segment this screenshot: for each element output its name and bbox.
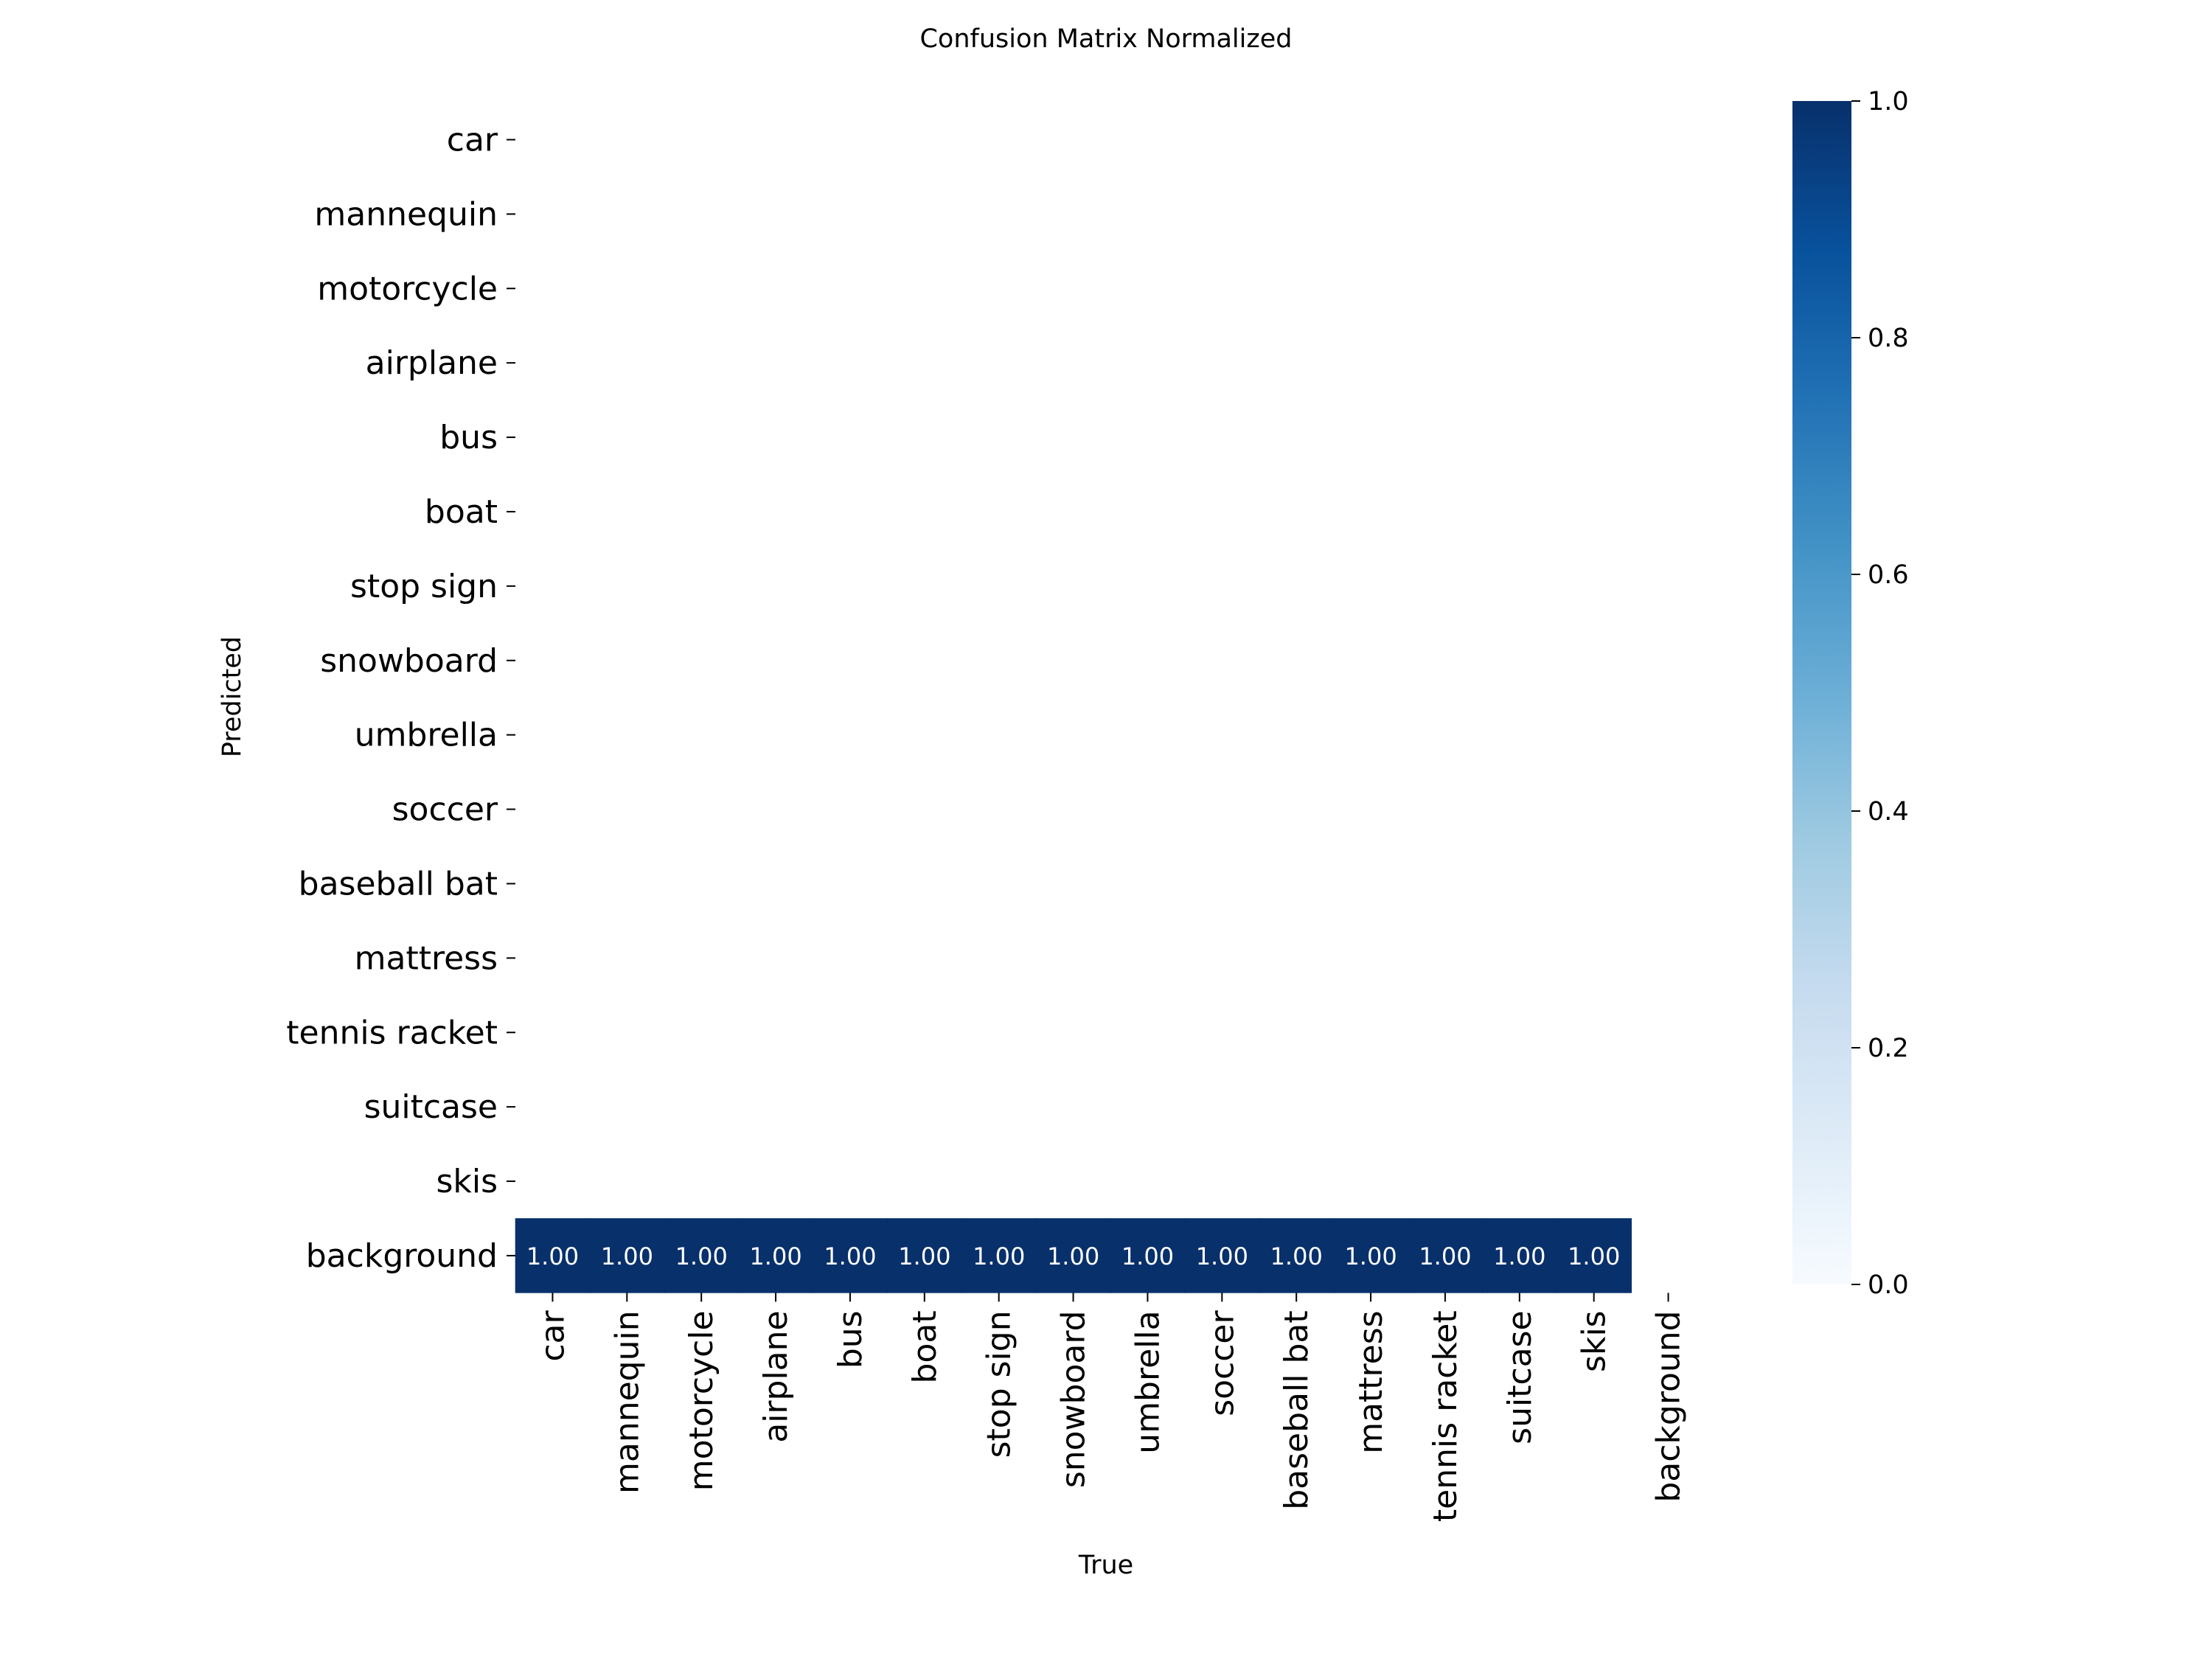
cell-value-label: 1.00	[1196, 1242, 1248, 1270]
y-tick-label: mattress	[355, 939, 498, 977]
cell-value-label: 1.00	[1270, 1242, 1323, 1270]
heatmap-cell	[1482, 1218, 1558, 1293]
heatmap-cell	[1333, 1218, 1409, 1293]
x-tick-label: background	[1650, 1310, 1688, 1502]
heatmap-cell	[813, 1218, 888, 1293]
cell-value-label: 1.00	[1344, 1242, 1397, 1270]
y-tick-label: skis	[436, 1163, 498, 1200]
cell-value-label: 1.00	[898, 1242, 950, 1270]
y-tick-label: motorcycle	[317, 270, 498, 307]
heatmap-cell	[1035, 1218, 1111, 1293]
y-tick-label: stop sign	[350, 568, 498, 605]
cell-value-label: 1.00	[1121, 1242, 1174, 1270]
chart-title: Confusion Matrix Normalized	[919, 24, 1292, 54]
cell-value-label: 1.00	[1493, 1242, 1545, 1270]
heatmap-cell	[738, 1218, 814, 1293]
x-tick-label: mattress	[1352, 1310, 1390, 1453]
colorbar-tick-label: 0.4	[1868, 797, 1909, 827]
heatmap-cell	[664, 1218, 740, 1293]
y-tick-label: snowboard	[320, 642, 498, 680]
colorbar-tick-label: 0.8	[1868, 324, 1909, 353]
x-axis: car mannequin motorcycle airplane bus boat sto…	[534, 1293, 1688, 1522]
y-axis: car mannequin motorcycle airplane bus boat sto…	[286, 121, 515, 1275]
y-tick-label: background	[306, 1237, 498, 1275]
y-axis-label: Predicted	[218, 636, 247, 757]
cell-value-label: 1.00	[526, 1242, 579, 1270]
cell-value-label: 1.00	[1419, 1242, 1471, 1270]
y-tick-label: boat	[425, 493, 498, 531]
heatmap-cell	[589, 1218, 665, 1293]
cell-value-label: 1.00	[1047, 1242, 1099, 1270]
x-tick-label: baseball bat	[1278, 1310, 1315, 1509]
cell-value-label: 1.00	[973, 1242, 1025, 1270]
heatmap-cells: 1.00 1.00 1.00 1.00 1.00 1.00 1.00 1.00 1.00 1.00…	[515, 1218, 1632, 1293]
heatmap-cell	[887, 1218, 963, 1293]
cell-value-label: 1.00	[601, 1242, 653, 1270]
x-tick-label: car	[534, 1310, 571, 1361]
x-tick-label: airplane	[757, 1310, 795, 1442]
y-tick-label: baseball bat	[299, 865, 498, 902]
x-tick-label: soccer	[1203, 1310, 1241, 1416]
y-tick-label: airplane	[366, 344, 498, 382]
heatmap-cell	[1556, 1218, 1632, 1293]
x-axis-label: True	[1078, 1551, 1133, 1580]
colorbar-tick-label: 1.0	[1868, 87, 1909, 116]
y-tick-label: mannequin	[314, 195, 498, 233]
heatmap-cell	[1408, 1218, 1484, 1293]
heatmap-cell	[961, 1218, 1037, 1293]
heatmap-cell	[515, 1218, 591, 1293]
x-tick-label: mannequin	[608, 1310, 646, 1494]
cell-value-label: 1.00	[824, 1242, 876, 1270]
x-tick-label: boat	[906, 1310, 944, 1383]
colorbar-tick-label: 0.2	[1868, 1034, 1909, 1063]
x-tick-label: suitcase	[1501, 1310, 1539, 1444]
x-tick-label: skis	[1576, 1310, 1613, 1372]
y-tick-label: car	[447, 121, 498, 159]
x-tick-label: umbrella	[1129, 1310, 1166, 1453]
y-tick-label: suitcase	[364, 1088, 498, 1126]
colorbar: 0.0 0.2 0.4 0.6 0.8 1.0	[1792, 87, 1909, 1300]
x-tick-label: motorcycle	[683, 1310, 720, 1491]
colorbar-tick-label: 0.6	[1868, 560, 1909, 590]
colorbar-gradient	[1792, 101, 1851, 1284]
colorbar-tick-label: 0.0	[1868, 1270, 1909, 1300]
y-tick-label: umbrella	[355, 717, 498, 754]
x-tick-label: stop sign	[981, 1310, 1018, 1458]
y-tick-label: soccer	[392, 791, 498, 829]
cell-value-label: 1.00	[675, 1242, 728, 1270]
y-tick-label: bus	[439, 419, 498, 456]
cell-value-label: 1.00	[749, 1242, 801, 1270]
cell-value-label: 1.00	[1568, 1242, 1620, 1270]
y-tick-label: tennis racket	[286, 1014, 498, 1051]
x-tick-label: tennis racket	[1427, 1310, 1464, 1522]
x-tick-label: bus	[832, 1310, 869, 1368]
x-tick-label: snowboard	[1055, 1310, 1093, 1488]
heatmap-cell	[1184, 1218, 1260, 1293]
